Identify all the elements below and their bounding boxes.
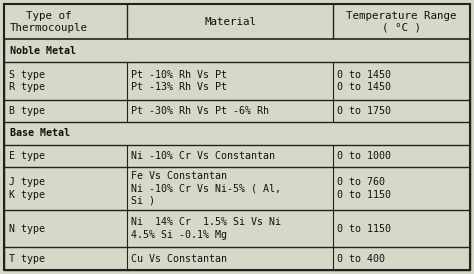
Text: Cu Vs Constantan: Cu Vs Constantan [131, 254, 228, 264]
Text: Pt -10% Rh Vs Pt
Pt -13% Rh Vs Pt: Pt -10% Rh Vs Pt Pt -13% Rh Vs Pt [131, 70, 228, 92]
Bar [4, 122, 470, 145]
Text: Type of
Thermocouple: Type of Thermocouple [10, 10, 88, 33]
Text: Material: Material [204, 17, 256, 27]
Text: 0 to 760
0 to 1150: 0 to 760 0 to 1150 [337, 177, 391, 200]
Text: Ni -10% Cr Vs Constantan: Ni -10% Cr Vs Constantan [131, 151, 275, 161]
Bar [4, 39, 470, 62]
Text: Fe Vs Constantan
Ni -10% Cr Vs Ni-5% ( Al,
Si ): Fe Vs Constantan Ni -10% Cr Vs Ni-5% ( A… [131, 171, 282, 206]
Text: 0 to 1150: 0 to 1150 [337, 224, 391, 234]
Bar [4, 167, 470, 210]
Text: T type: T type [9, 254, 45, 264]
Bar [4, 100, 470, 122]
Text: Temperature Range
( °C ): Temperature Range ( °C ) [346, 10, 456, 33]
Text: N type: N type [9, 224, 45, 234]
Text: 0 to 400: 0 to 400 [337, 254, 384, 264]
Bar [4, 247, 470, 270]
Bar [4, 62, 470, 100]
Text: Ni  14% Cr  1.5% Si Vs Ni
4.5% Si -0.1% Mg: Ni 14% Cr 1.5% Si Vs Ni 4.5% Si -0.1% Mg [131, 218, 282, 240]
Text: E type: E type [9, 151, 45, 161]
Text: Base Metal: Base Metal [10, 129, 70, 138]
Bar [4, 4, 470, 39]
Bar [4, 210, 470, 247]
Text: 0 to 1750: 0 to 1750 [337, 106, 391, 116]
Text: 0 to 1000: 0 to 1000 [337, 151, 391, 161]
Text: Noble Metal: Noble Metal [10, 46, 76, 56]
Text: Pt -30% Rh Vs Pt -6% Rh: Pt -30% Rh Vs Pt -6% Rh [131, 106, 270, 116]
Text: S type
R type: S type R type [9, 70, 45, 92]
Bar [4, 145, 470, 167]
Text: B type: B type [9, 106, 45, 116]
Text: 0 to 1450
0 to 1450: 0 to 1450 0 to 1450 [337, 70, 391, 92]
Text: J type
K type: J type K type [9, 177, 45, 200]
